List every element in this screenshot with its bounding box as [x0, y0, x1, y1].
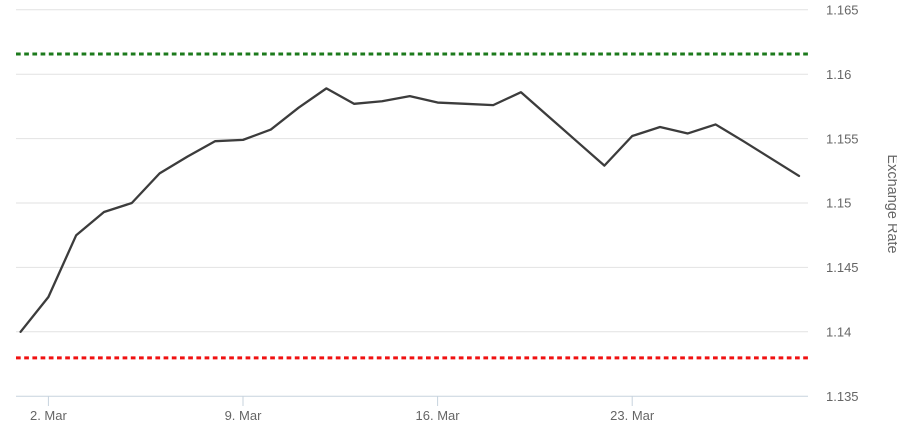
svg-text:16. Mar: 16. Mar	[416, 408, 461, 423]
svg-text:1.135: 1.135	[826, 389, 859, 404]
svg-text:Exchange Rate: Exchange Rate	[884, 154, 897, 253]
svg-text:9. Mar: 9. Mar	[225, 408, 263, 423]
svg-text:1.145: 1.145	[826, 260, 859, 275]
svg-text:23. Mar: 23. Mar	[610, 408, 655, 423]
svg-text:1.16: 1.16	[826, 67, 851, 82]
svg-text:1.14: 1.14	[826, 325, 851, 340]
svg-text:1.165: 1.165	[826, 3, 859, 18]
svg-text:1.15: 1.15	[826, 196, 851, 211]
svg-text:1.155: 1.155	[826, 131, 859, 146]
svg-text:2. Mar: 2. Mar	[30, 408, 68, 423]
